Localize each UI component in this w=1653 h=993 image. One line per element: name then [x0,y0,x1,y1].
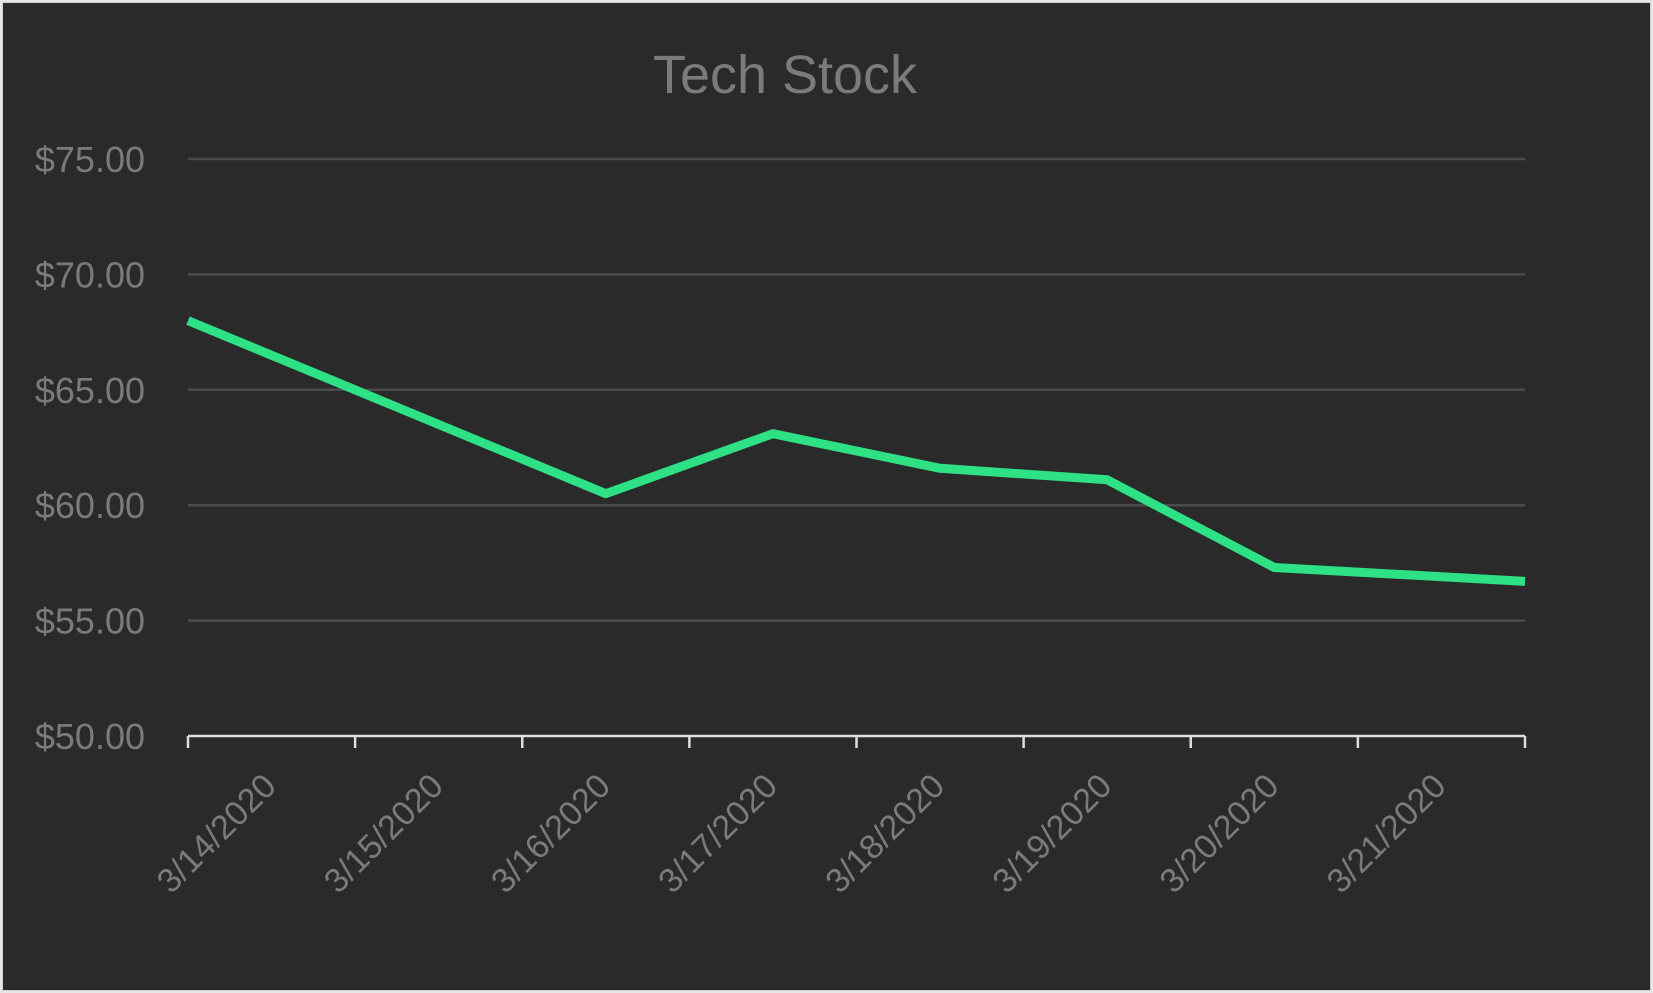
x-tick-label: 3/17/2020 [651,767,785,901]
line-chart: Tech Stock $50.00 $55.00 $60.00 $65.00 $70.0… [35,45,1527,901]
x-axis: 3/14/2020 3/15/2020 3/16/2020 3/17/2020 3/18… [150,734,1527,901]
x-tick-label: 3/18/2020 [818,767,952,901]
x-tick-label: 3/21/2020 [1320,767,1454,901]
x-tick-label: 3/19/2020 [985,767,1119,901]
y-tick-label: $55.00 [35,601,145,642]
x-tick-label: 3/14/2020 [150,767,284,901]
grid-layer: $50.00 $55.00 $60.00 $65.00 $70.00 $75.00 [35,139,1525,757]
y-tick-label: $70.00 [35,254,145,295]
y-tick-label: $75.00 [35,139,145,180]
y-tick-label: $50.00 [35,716,145,757]
series-line [186,316,1526,586]
series-layer [186,316,1526,586]
x-tick-label: 3/20/2020 [1153,767,1287,901]
y-tick-label: $60.00 [35,485,145,526]
chart-title: Tech Stock [653,45,918,105]
x-tick-label: 3/16/2020 [484,767,618,901]
x-tick-label: 3/15/2020 [317,767,451,901]
y-tick-label: $65.00 [35,370,145,411]
